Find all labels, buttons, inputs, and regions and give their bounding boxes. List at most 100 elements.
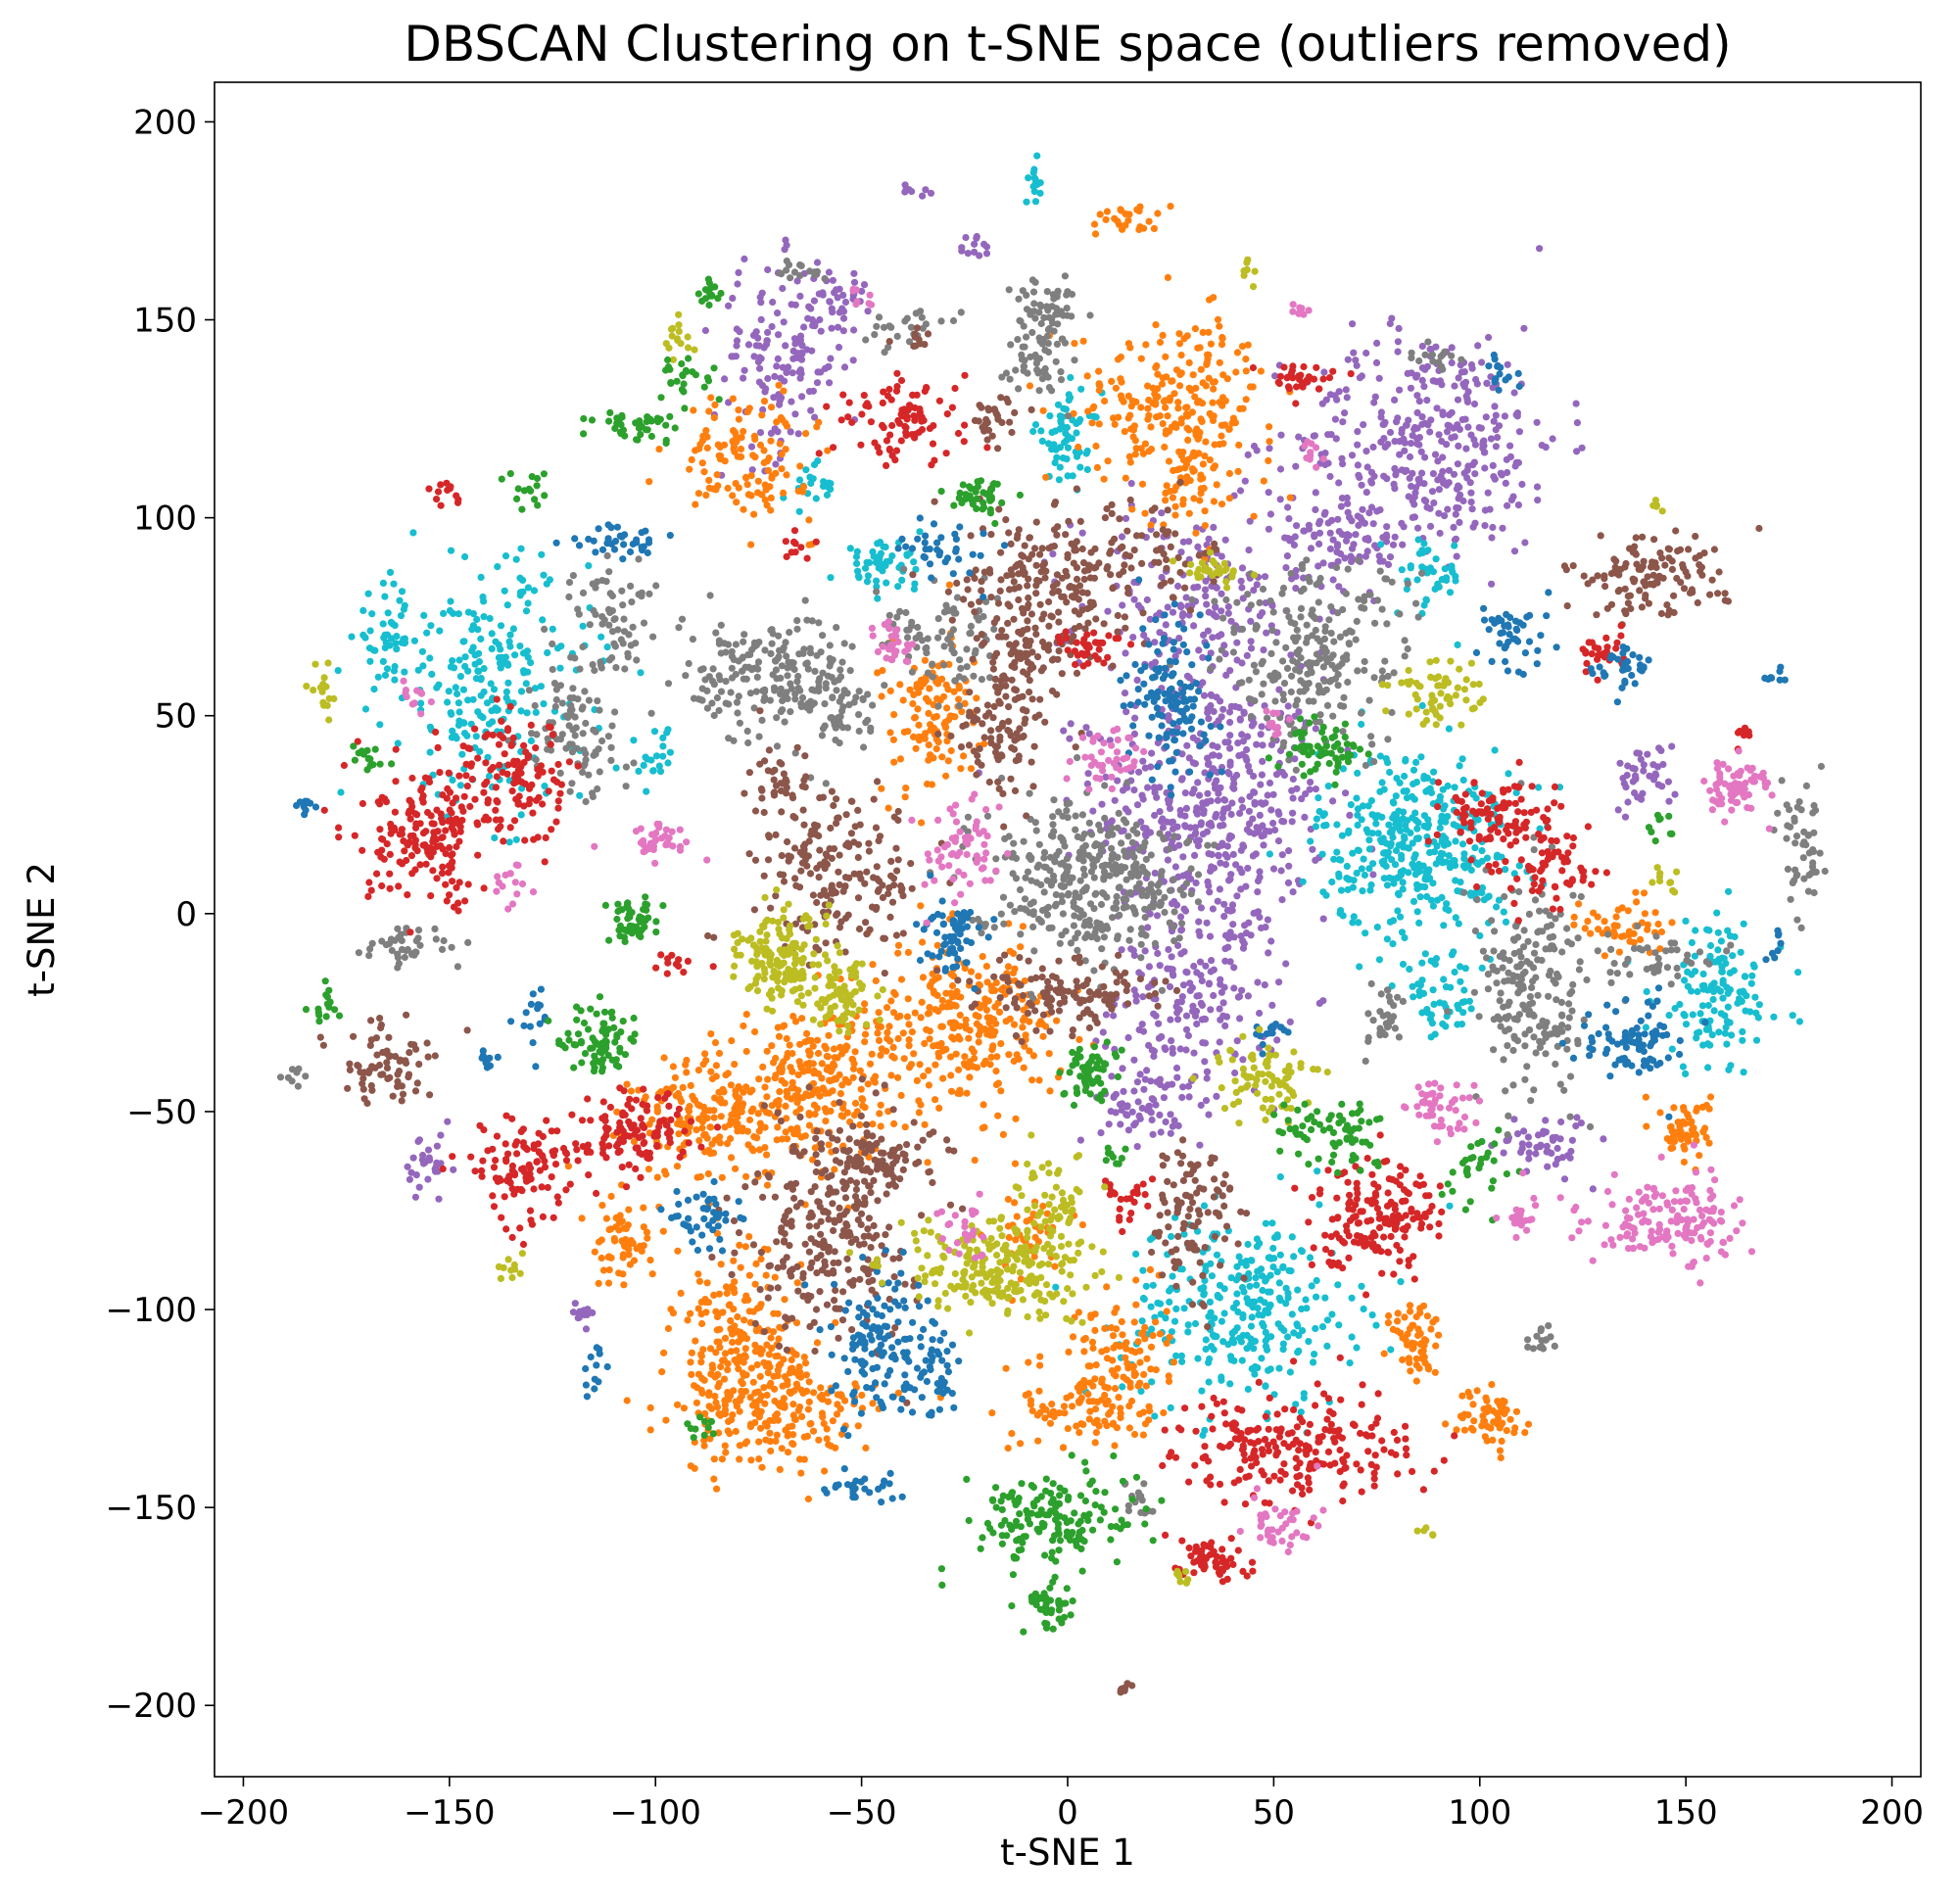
data-point bbox=[1335, 856, 1343, 864]
data-point bbox=[926, 1009, 933, 1017]
data-point bbox=[1502, 866, 1509, 874]
data-point bbox=[1631, 789, 1639, 797]
data-point bbox=[1243, 745, 1251, 754]
data-point bbox=[1065, 433, 1073, 441]
data-point bbox=[1165, 1372, 1172, 1380]
data-point bbox=[975, 973, 982, 980]
data-point bbox=[919, 974, 928, 981]
data-point bbox=[878, 1045, 885, 1053]
data-point bbox=[1499, 524, 1506, 532]
data-point bbox=[435, 1195, 443, 1203]
data-point bbox=[1209, 751, 1217, 759]
data-point bbox=[1434, 457, 1442, 465]
data-point bbox=[795, 476, 804, 484]
data-point bbox=[1410, 897, 1418, 906]
data-point bbox=[1239, 1056, 1247, 1064]
data-point bbox=[1505, 1136, 1512, 1144]
data-point bbox=[1078, 529, 1086, 537]
data-point bbox=[414, 666, 422, 674]
data-point bbox=[1060, 727, 1068, 735]
data-point bbox=[1631, 765, 1639, 773]
data-point bbox=[1525, 1141, 1533, 1149]
data-point bbox=[1176, 913, 1185, 921]
data-point bbox=[1184, 1328, 1192, 1336]
data-point bbox=[1142, 833, 1150, 840]
data-point bbox=[1468, 364, 1476, 372]
data-point bbox=[783, 1034, 790, 1043]
data-point bbox=[1440, 976, 1448, 983]
data-point bbox=[530, 587, 539, 595]
data-point bbox=[785, 363, 792, 371]
data-point bbox=[1242, 367, 1250, 375]
data-point bbox=[1153, 361, 1161, 370]
data-point bbox=[1423, 892, 1431, 901]
data-point bbox=[751, 1027, 759, 1036]
data-point bbox=[1223, 375, 1231, 383]
data-point bbox=[1216, 322, 1223, 330]
data-point bbox=[1108, 817, 1116, 825]
data-point bbox=[979, 953, 986, 961]
data-point bbox=[1160, 1094, 1168, 1102]
data-point bbox=[1247, 617, 1255, 626]
data-point bbox=[1075, 1429, 1083, 1437]
data-point bbox=[1388, 314, 1396, 322]
data-point bbox=[735, 268, 742, 276]
data-point bbox=[1552, 1133, 1560, 1141]
data-point bbox=[956, 1011, 964, 1020]
data-point bbox=[1723, 983, 1731, 991]
data-point bbox=[1258, 723, 1266, 731]
data-point bbox=[1266, 510, 1274, 518]
data-point bbox=[1159, 331, 1167, 339]
data-point bbox=[1455, 374, 1462, 382]
data-point bbox=[1206, 296, 1214, 304]
data-point bbox=[929, 977, 936, 985]
data-point bbox=[1214, 796, 1221, 804]
data-point bbox=[1219, 809, 1227, 817]
data-point bbox=[828, 324, 836, 332]
data-point bbox=[1205, 980, 1213, 988]
data-point bbox=[1389, 917, 1398, 925]
data-point bbox=[747, 541, 755, 548]
data-point bbox=[908, 1028, 917, 1036]
data-point bbox=[1281, 534, 1289, 542]
data-point bbox=[913, 1076, 922, 1084]
data-point bbox=[1438, 576, 1446, 584]
data-point bbox=[1242, 882, 1250, 890]
data-point bbox=[1284, 1294, 1292, 1302]
data-point bbox=[741, 1316, 748, 1324]
data-point bbox=[837, 1112, 845, 1119]
data-point bbox=[1724, 1003, 1732, 1011]
data-point bbox=[1108, 1324, 1116, 1332]
data-point bbox=[474, 667, 482, 675]
data-point bbox=[1376, 557, 1384, 565]
data-point bbox=[543, 580, 550, 588]
data-point bbox=[1533, 1143, 1541, 1152]
data-point bbox=[843, 1043, 851, 1051]
data-point bbox=[798, 342, 806, 350]
data-point bbox=[884, 1004, 891, 1012]
data-point bbox=[1237, 577, 1245, 585]
data-point bbox=[872, 976, 880, 985]
data-point bbox=[1739, 1027, 1746, 1035]
data-point bbox=[1640, 767, 1648, 775]
data-point bbox=[727, 1081, 736, 1089]
data-point bbox=[1329, 536, 1337, 544]
data-point bbox=[1147, 521, 1155, 529]
data-point bbox=[763, 457, 771, 465]
data-point bbox=[1262, 1219, 1269, 1227]
data-point bbox=[1082, 450, 1090, 457]
data-point bbox=[778, 1076, 786, 1084]
data-point bbox=[971, 248, 979, 256]
data-point bbox=[1323, 1316, 1331, 1324]
data-point bbox=[1264, 916, 1271, 924]
data-point bbox=[502, 552, 510, 560]
data-point bbox=[788, 1068, 796, 1075]
data-point bbox=[1372, 1321, 1380, 1329]
data-point bbox=[444, 698, 452, 706]
data-point bbox=[1156, 1111, 1164, 1119]
data-point bbox=[1037, 427, 1045, 435]
data-point bbox=[1130, 786, 1138, 794]
data-point bbox=[1320, 822, 1328, 830]
data-point bbox=[805, 516, 813, 524]
data-point bbox=[426, 748, 434, 756]
